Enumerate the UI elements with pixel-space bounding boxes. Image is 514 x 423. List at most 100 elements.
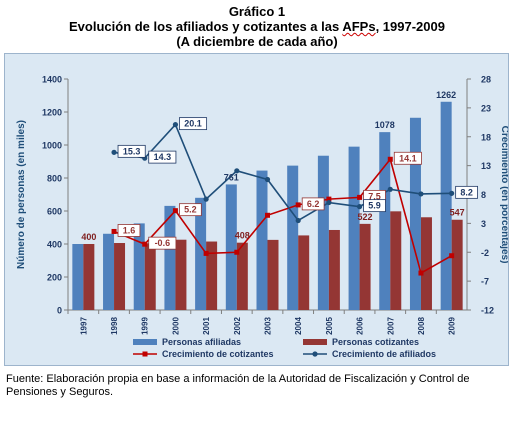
right-tick-label: 18 [481, 132, 491, 142]
line-data-label: 14.3 [154, 152, 172, 162]
bar-cotizantes [451, 219, 463, 310]
line-label-box [455, 185, 478, 199]
bar-cotizantes [298, 235, 310, 310]
legend-marker [312, 351, 318, 357]
x-tick-label: 2007 [386, 317, 395, 335]
left-axis-title: Número de personas (en miles) [16, 120, 27, 269]
point-afiliados [356, 204, 363, 210]
line-crecimiento-afiliados [113, 123, 452, 222]
bar-afiliados [225, 184, 237, 310]
point-cotizantes [203, 250, 209, 256]
point-afiliados [203, 196, 209, 202]
point-cotizantes [142, 241, 148, 247]
right-tick-label: 8 [481, 190, 486, 200]
bar-cotizantes [206, 241, 218, 310]
line-data-label: 14.1 [399, 153, 417, 163]
bar-cotizantes [175, 239, 187, 310]
bar-data-label: 1262 [436, 90, 456, 100]
point-afiliados [326, 199, 332, 206]
legend-label: Crecimiento de afiliados [332, 349, 436, 359]
line-label-box [179, 117, 208, 131]
x-tick-label: 2000 [171, 317, 180, 335]
line-label-box [117, 144, 146, 158]
point-afiliados [295, 217, 301, 224]
point-afiliados [111, 149, 117, 155]
left-tick-label: 1200 [42, 108, 62, 118]
bar-afiliados [440, 101, 452, 310]
line-data-label: 1.6 [123, 225, 136, 235]
bar-cotizantes [144, 243, 156, 310]
legend-marker [142, 351, 148, 357]
bar-data-label: 408 [235, 231, 250, 241]
line-crecimiento-cotizantes [113, 157, 453, 275]
line-data-label: 6.2 [307, 199, 320, 209]
bar-cotizantes [328, 229, 340, 310]
point-cotizantes [357, 194, 363, 200]
bar-afiliados [379, 132, 391, 310]
x-tick-label: 1998 [110, 317, 119, 335]
bar-data-label: 522 [358, 212, 373, 222]
bar-afiliados [72, 244, 84, 310]
point-afiliados [264, 176, 271, 183]
right-tick-label: 23 [481, 103, 491, 113]
bar-afiliados [103, 233, 115, 310]
bar-data-label: 400 [81, 232, 96, 242]
bar-afiliados [317, 155, 329, 310]
point-afiliados [172, 122, 179, 128]
right-tick-label: 28 [481, 75, 491, 85]
right-axis-title: Crecimiento (en porcentajes) [499, 126, 508, 264]
chart-title: Gráfico 1 [228, 4, 286, 19]
legend-label: Personas afiliadas [162, 337, 241, 347]
line-data-label: 8.2 [460, 187, 473, 197]
left-tick-label: 600 [47, 207, 62, 217]
x-tick-label: 2002 [233, 317, 242, 335]
point-cotizantes [326, 196, 332, 202]
point-cotizantes [418, 270, 424, 276]
line-data-label: 15.3 [123, 146, 141, 156]
legend-swatch [133, 339, 157, 345]
x-tick-label: 2004 [294, 317, 303, 335]
chart-svg: 0 200 400 600 800 1000 1200 1400 -12 -7 -2 3 8 13 18 23… [16, 75, 508, 360]
bar-cotizantes [83, 244, 95, 310]
left-tick-label: 1000 [42, 141, 62, 151]
chart-area: 0 200 400 600 800 1000 1200 1400 -12 -7 -2 3 8 13 18 23… [4, 53, 509, 366]
legend-label: Personas cotizantes [332, 337, 419, 347]
line-label-box [393, 151, 422, 165]
bar-cotizantes [236, 242, 248, 310]
right-tick-label: -2 [481, 248, 489, 258]
bar-cotizantes [267, 239, 279, 310]
bar-afiliados [195, 197, 207, 310]
bar-cotizantes [114, 243, 126, 310]
point-cotizantes [387, 156, 393, 162]
left-tick-label: 800 [47, 174, 62, 184]
point-afiliados [387, 186, 393, 192]
line-data-label: -0.6 [155, 238, 171, 248]
point-afiliados [418, 191, 424, 197]
chart-subtitle: Evolución de los afiliados y cotizantes … [69, 19, 445, 34]
legend-swatch [303, 339, 327, 345]
right-tick-label: -12 [481, 306, 494, 316]
bar-afiliados [287, 165, 299, 310]
point-afiliados [234, 168, 240, 174]
line-label-box [117, 224, 141, 237]
x-tick-label: 2001 [202, 317, 211, 335]
bar-data-label: 761 [224, 172, 239, 182]
x-tick-label: 2006 [356, 317, 365, 335]
left-tick-label: 0 [57, 306, 62, 316]
line-data-label: 7.5 [368, 191, 381, 201]
point-cotizantes [265, 212, 270, 218]
line-label-box [148, 236, 177, 250]
line-label-box [179, 203, 202, 217]
right-tick-label: 3 [481, 219, 486, 229]
bar-afiliados [133, 223, 145, 310]
line-data-label: 5.2 [184, 205, 197, 215]
line-label-box [301, 197, 325, 211]
legend-label: Crecimiento de cotizantes [162, 349, 274, 359]
left-tick-label: 1400 [42, 75, 62, 85]
source-note: Fuente: Elaboración propia en base a inf… [6, 373, 470, 398]
left-tick-label: 200 [47, 273, 62, 283]
x-tick-label: 2003 [264, 317, 273, 335]
bar-cotizantes [390, 211, 402, 310]
bar-afiliados [164, 205, 176, 310]
x-tick-label: 2009 [448, 317, 457, 335]
